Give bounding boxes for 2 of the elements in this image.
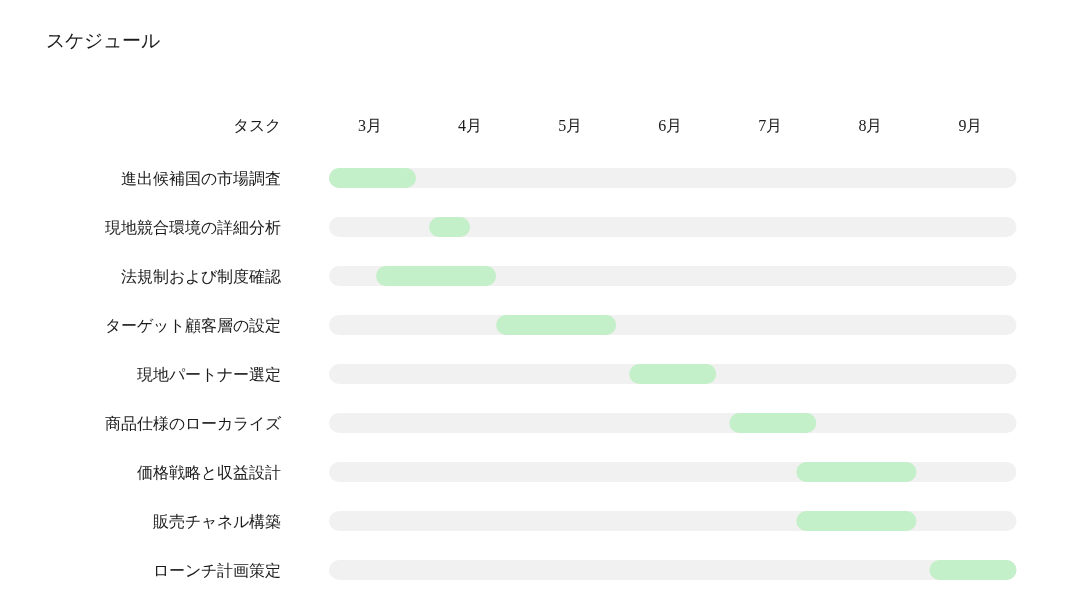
title: スケジュール — [46, 29, 160, 51]
ylabel: タスク — [233, 116, 281, 134]
